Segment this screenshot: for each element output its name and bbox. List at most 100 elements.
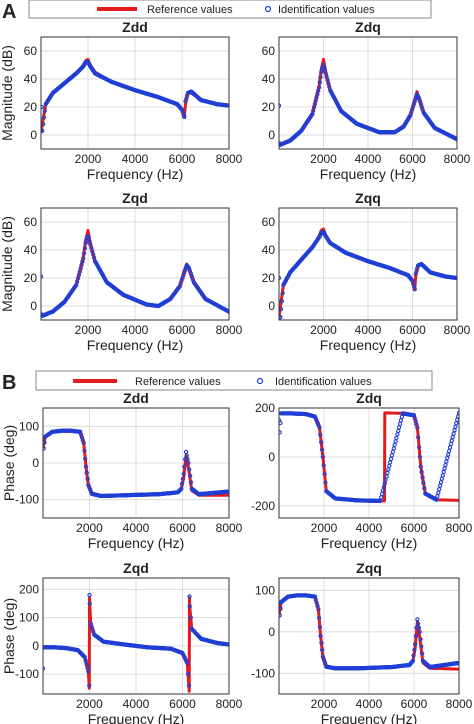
identification-point xyxy=(315,421,320,426)
identification-point xyxy=(420,651,425,656)
identification-point xyxy=(398,418,404,423)
identification-point xyxy=(316,615,322,621)
x-tick-label: 6000 xyxy=(169,152,196,166)
identification-point xyxy=(322,471,327,477)
x-tick-label: 2000 xyxy=(76,697,103,711)
identification-point xyxy=(417,454,423,460)
identification-point xyxy=(450,435,455,440)
identification-point xyxy=(444,459,449,464)
y-tick-label: 100 xyxy=(255,583,275,597)
identification-point xyxy=(84,470,89,475)
identification-point xyxy=(42,108,47,113)
identification-point xyxy=(186,683,192,688)
identification-point xyxy=(379,491,385,497)
identification-point xyxy=(43,440,47,445)
identification-point xyxy=(416,435,421,440)
identification-point xyxy=(81,251,87,256)
x-axis-label: Frequency (Hz) xyxy=(320,166,416,182)
identification-point xyxy=(422,486,427,491)
x-tick-label: 6000 xyxy=(401,697,428,711)
identification-point xyxy=(445,455,450,461)
subplot-title: Zdd xyxy=(122,19,148,35)
y-tick-label: 20 xyxy=(24,100,38,114)
identification-point xyxy=(416,444,422,450)
identification-point xyxy=(421,480,426,485)
identification-point xyxy=(41,115,47,120)
identification-point xyxy=(415,617,420,622)
y-axis-label: Phase (deg) xyxy=(1,425,17,501)
identification-point xyxy=(279,315,283,320)
y-tick-label: 200 xyxy=(255,401,275,415)
y-tick-label: 20 xyxy=(262,271,276,285)
x-axis-label: Frequency (Hz) xyxy=(321,535,417,551)
identification-point xyxy=(319,447,325,452)
identification-point xyxy=(81,440,86,445)
identification-point xyxy=(187,467,192,472)
identification-point xyxy=(82,245,88,251)
identification-point xyxy=(279,430,282,435)
x-tick-label: 2000 xyxy=(75,323,102,337)
x-tick-label: 8000 xyxy=(216,697,243,711)
identification-point xyxy=(412,287,417,292)
identification-point xyxy=(384,474,389,479)
y-tick-label: 20 xyxy=(262,100,276,114)
identification-point xyxy=(179,107,185,112)
identification-point xyxy=(420,475,425,480)
x-tick-label: 8000 xyxy=(446,521,473,535)
legend-a: Reference values Identification values xyxy=(28,0,432,19)
identification-point xyxy=(446,448,452,454)
plot-frame xyxy=(278,207,458,321)
subplot-3: 2000 4000 6000 8000 0 20 40 60 Zqd Frequency (Hz)… xyxy=(0,190,243,353)
plot-frame xyxy=(278,36,458,150)
identification-point xyxy=(415,621,421,626)
x-tick-label: 2000 xyxy=(310,152,337,166)
identification-point xyxy=(186,460,191,466)
identification-point xyxy=(279,275,282,281)
x-axis-label: Frequency (Hz) xyxy=(320,337,416,353)
identification-point xyxy=(279,418,282,423)
identification-point xyxy=(187,473,193,478)
y-tick-label: -100 xyxy=(15,493,39,507)
identification-point xyxy=(393,439,398,444)
identification-point xyxy=(179,486,184,491)
identification-point xyxy=(279,420,283,426)
identification-point xyxy=(386,467,391,472)
identification-point xyxy=(442,466,447,471)
y-tick-label: 60 xyxy=(262,44,276,58)
y-tick-label: -100 xyxy=(251,666,275,680)
y-tick-label: 40 xyxy=(262,72,276,86)
y-tick-label: 0 xyxy=(268,450,275,464)
identification-point xyxy=(397,421,403,427)
legend-b-identification-swatch xyxy=(256,377,264,385)
identification-point xyxy=(435,494,440,499)
x-tick-label: 2000 xyxy=(311,697,338,711)
identification-point xyxy=(396,428,401,434)
x-axis-label: Frequency (Hz) xyxy=(88,711,184,724)
identification-point xyxy=(317,80,322,85)
y-tick-label: 0 xyxy=(268,299,275,313)
identification-point xyxy=(321,463,326,468)
identification-point xyxy=(43,446,46,451)
identification-point xyxy=(316,85,322,90)
identification-point xyxy=(279,298,285,304)
identification-point xyxy=(318,633,323,639)
subplot-5: 2000 4000 6000 8000 -100 0 100 Zdd Frequency (Hz… xyxy=(1,390,243,551)
identification-point xyxy=(451,431,456,436)
identification-point xyxy=(415,425,420,430)
plot-frame xyxy=(42,577,230,695)
x-axis-label: Frequency (Hz) xyxy=(87,337,183,353)
identification-point xyxy=(388,456,394,462)
identification-point xyxy=(316,423,321,428)
legend-b: Reference values Identification values xyxy=(35,370,433,391)
identification-point xyxy=(437,487,442,492)
y-axis-label: Phase (deg) xyxy=(1,598,17,674)
identification-point xyxy=(395,432,400,437)
identification-point xyxy=(182,270,187,275)
identification-point xyxy=(279,606,283,611)
identification-point xyxy=(279,613,282,618)
subplot-6: 2000 4000 6000 8000 -200 0 200 Zdq Frequency (Hz… xyxy=(251,390,473,551)
identification-point xyxy=(185,660,190,666)
identification-point xyxy=(455,417,459,422)
identification-point xyxy=(313,416,319,421)
x-tick-label: 8000 xyxy=(446,697,473,711)
